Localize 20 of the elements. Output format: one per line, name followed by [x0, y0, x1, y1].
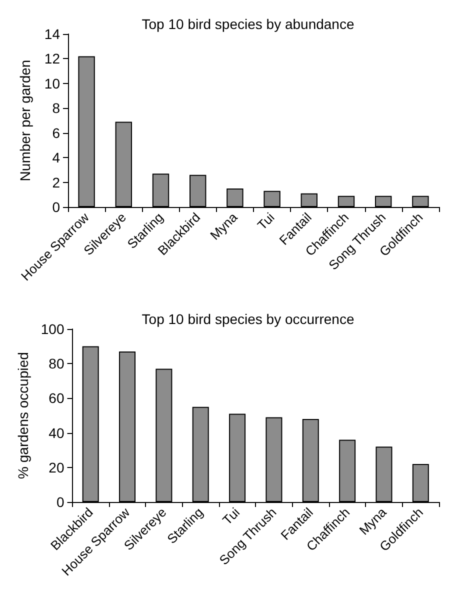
y-axis-title: % gardens occupied: [15, 352, 31, 479]
y-tick-label: 0: [52, 199, 60, 215]
y-tick-label: 12: [44, 50, 60, 67]
y-tick-label: 6: [52, 124, 60, 141]
chart-title: Top 10 bird species by abundance: [142, 16, 354, 32]
chart-title: Top 10 bird species by occurrence: [142, 311, 354, 327]
y-tick-label: 0: [56, 494, 64, 510]
y-tick-label: 100: [40, 321, 64, 337]
y-tick-label: 20: [48, 459, 64, 476]
x-tick-label: Tui: [254, 210, 278, 233]
y-tick-label: 2: [52, 174, 60, 190]
y-tick-label: 4: [52, 150, 60, 166]
y-tick-label: 14: [44, 26, 60, 42]
y-tick-label: 60: [48, 390, 64, 406]
y-tick-label: 10: [44, 75, 60, 92]
y-axis-title: Number per garden: [17, 60, 33, 182]
y-tick-label: 80: [48, 356, 64, 372]
y-tick-label: 8: [52, 100, 60, 116]
x-tick-label: Tui: [220, 504, 243, 528]
y-tick-label: 40: [48, 424, 64, 441]
